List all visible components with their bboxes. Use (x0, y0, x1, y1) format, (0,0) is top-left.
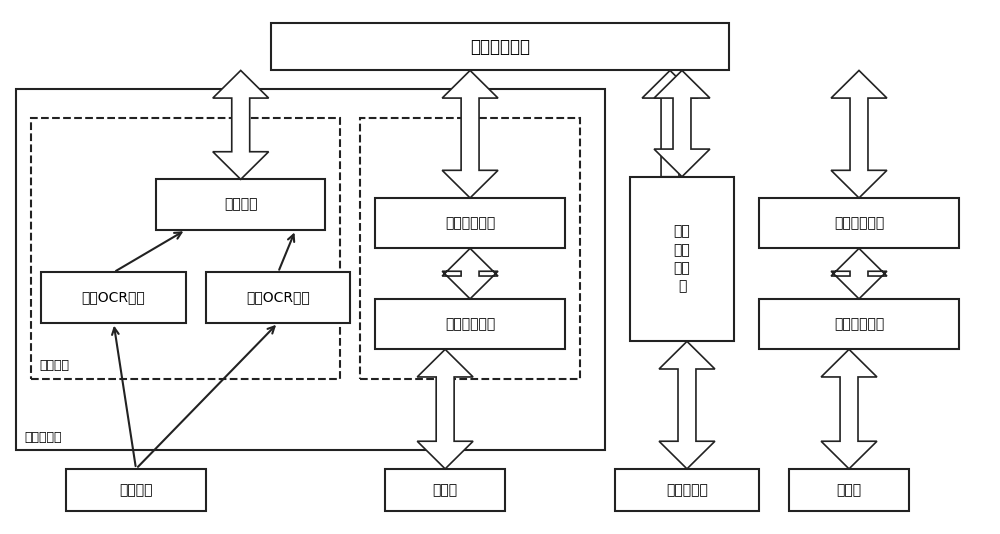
Text: 识别装置: 识别装置 (39, 359, 69, 372)
Text: 给药物号模块: 给药物号模块 (834, 216, 884, 230)
Polygon shape (442, 70, 498, 198)
Bar (41, 272, 186, 323)
Polygon shape (417, 349, 473, 469)
Polygon shape (654, 70, 710, 177)
Bar (759, 198, 959, 248)
Polygon shape (642, 70, 698, 177)
Text: 语音识别模块: 语音识别模块 (445, 216, 495, 230)
Bar (360, 118, 580, 379)
Bar (375, 198, 565, 248)
Text: 电话机: 电话机 (836, 483, 862, 497)
Bar (615, 469, 759, 512)
Bar (156, 179, 325, 230)
Polygon shape (442, 248, 498, 299)
Bar (759, 299, 959, 349)
Bar (16, 89, 605, 450)
Text: 分配
随机
号模
块: 分配 随机 号模 块 (674, 224, 690, 294)
Text: 数据库服务器: 数据库服务器 (470, 37, 530, 56)
Bar (66, 469, 206, 512)
Bar (31, 118, 340, 379)
Text: 校验模块: 校验模块 (224, 198, 257, 211)
Text: 联网计算机: 联网计算机 (666, 483, 708, 497)
Polygon shape (659, 341, 715, 469)
Text: 第一OCR模块: 第一OCR模块 (82, 290, 145, 304)
Bar (630, 177, 734, 341)
Text: 第二OCR模块: 第二OCR模块 (246, 290, 310, 304)
Polygon shape (213, 70, 269, 179)
Bar (385, 469, 505, 512)
Polygon shape (831, 70, 887, 198)
Text: 语音应答模块: 语音应答模块 (445, 317, 495, 331)
Bar (789, 469, 909, 512)
Text: 语音应答模块: 语音应答模块 (834, 317, 884, 331)
Bar (206, 272, 350, 323)
Bar (271, 22, 729, 70)
Polygon shape (821, 349, 877, 469)
Bar (375, 299, 565, 349)
Text: 扫描装置: 扫描装置 (119, 483, 153, 497)
Text: 电话机: 电话机 (433, 483, 458, 497)
Polygon shape (831, 248, 887, 299)
Text: 应用服务器: 应用服务器 (24, 431, 62, 444)
